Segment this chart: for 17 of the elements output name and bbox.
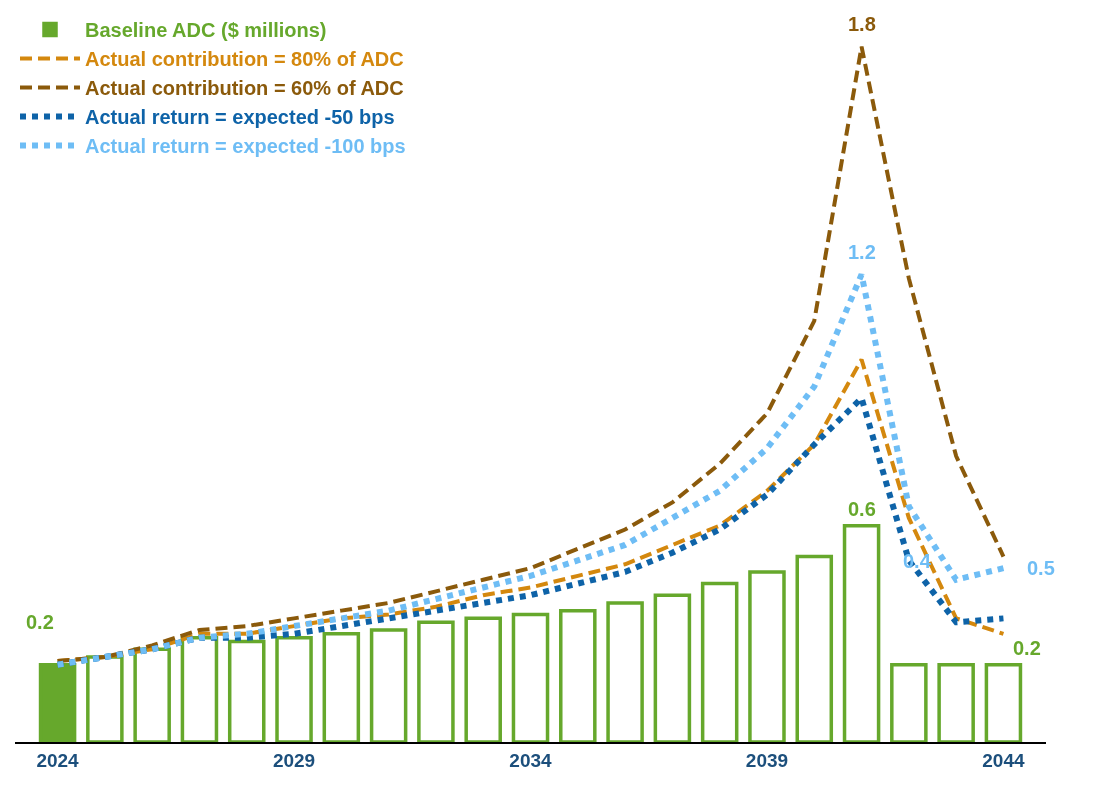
legend-label: Baseline ADC ($ millions) bbox=[85, 19, 327, 42]
legend-label: Actual return = expected -50 bps bbox=[85, 106, 395, 129]
data-label: 0.6 bbox=[848, 498, 876, 520]
data-label: 1.2 bbox=[848, 241, 876, 263]
legend-label: Actual contribution = 80% of ADC bbox=[85, 48, 404, 71]
data-label: 0.2 bbox=[1013, 637, 1041, 659]
legend-label: Actual contribution = 60% of ADC bbox=[85, 77, 404, 100]
data-label: 1.8 bbox=[848, 13, 876, 35]
data-label: 0.5 bbox=[1027, 557, 1055, 579]
data-label: 0.4 bbox=[903, 550, 932, 572]
x-tick-label: 2039 bbox=[745, 749, 789, 771]
legend-label: Actual return = expected -100 bps bbox=[85, 135, 406, 158]
x-tick-label: 2029 bbox=[272, 749, 316, 771]
data-label: 0.2 bbox=[26, 611, 54, 633]
x-tick-label: 2034 bbox=[509, 749, 553, 771]
x-tick-label: 2044 bbox=[982, 749, 1025, 771]
x-tick-label: 2024 bbox=[36, 749, 80, 771]
